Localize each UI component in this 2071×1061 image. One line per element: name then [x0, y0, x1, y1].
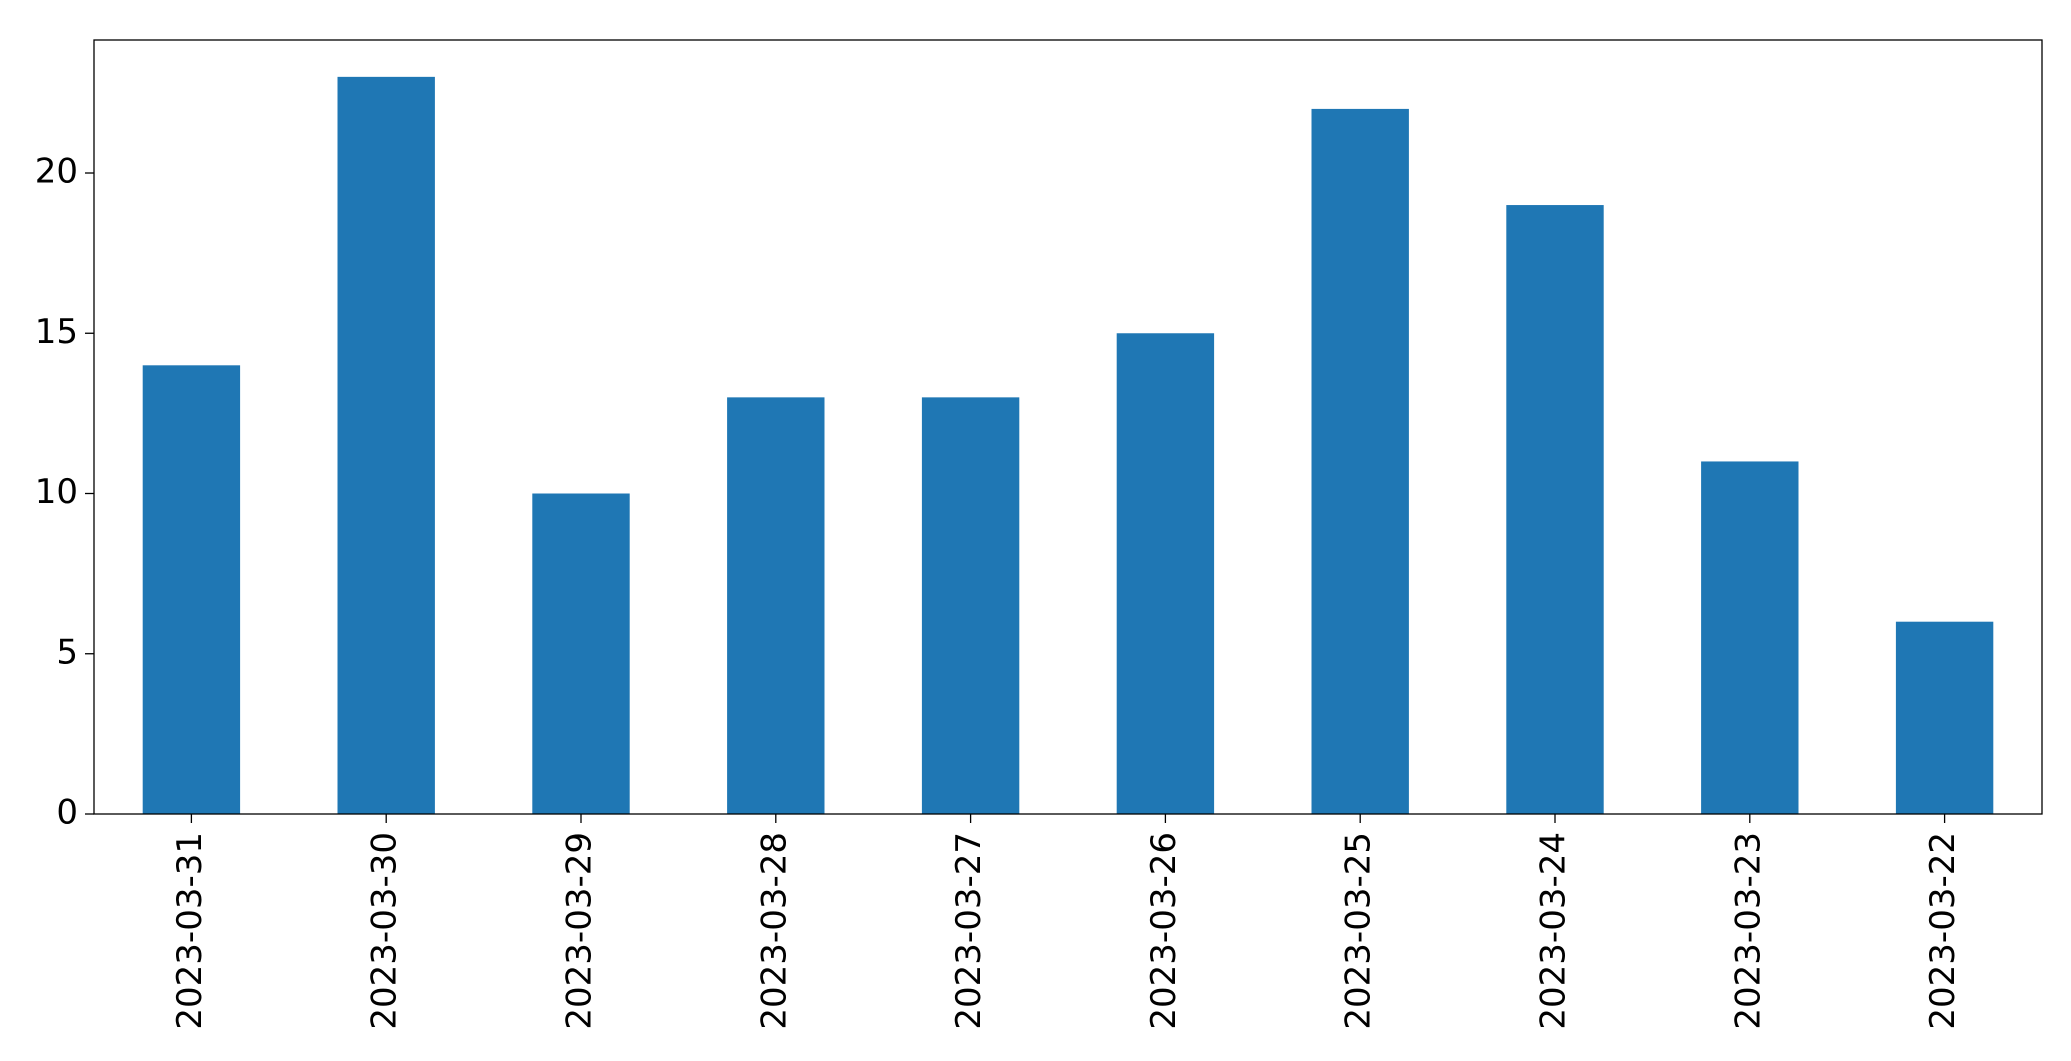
x-tick-label: 2023-03-27 — [949, 832, 989, 1030]
plot-frame — [93, 39, 2043, 815]
x-tick-label: 2023-03-28 — [754, 832, 794, 1030]
x-tick-label: 2023-03-31 — [170, 832, 210, 1030]
bar — [532, 493, 630, 814]
y-tick-label: 20 — [35, 152, 78, 192]
x-tick-label: 2023-03-22 — [1923, 832, 1963, 1030]
x-tick-label: 2023-03-24 — [1534, 832, 1574, 1030]
bar — [1895, 621, 1994, 814]
bar — [1506, 205, 1604, 814]
x-tick-label: 2023-03-26 — [1144, 832, 1184, 1030]
bar — [142, 365, 241, 814]
x-tick-label: 2023-03-23 — [1728, 832, 1768, 1030]
x-tick-label: 2023-03-29 — [560, 832, 600, 1030]
bar — [1311, 108, 1409, 814]
x-tick-label: 2023-03-25 — [1339, 832, 1379, 1030]
y-tick-label: 10 — [35, 472, 78, 512]
bar — [337, 76, 435, 815]
y-tick-label: 0 — [56, 793, 78, 833]
x-tick-label: 2023-03-30 — [365, 832, 405, 1030]
y-tick-label: 15 — [35, 312, 78, 352]
bar — [1116, 333, 1215, 814]
bar — [1701, 461, 1799, 814]
y-tick-label: 5 — [56, 632, 78, 672]
bar — [921, 397, 1020, 814]
bar — [727, 397, 825, 814]
